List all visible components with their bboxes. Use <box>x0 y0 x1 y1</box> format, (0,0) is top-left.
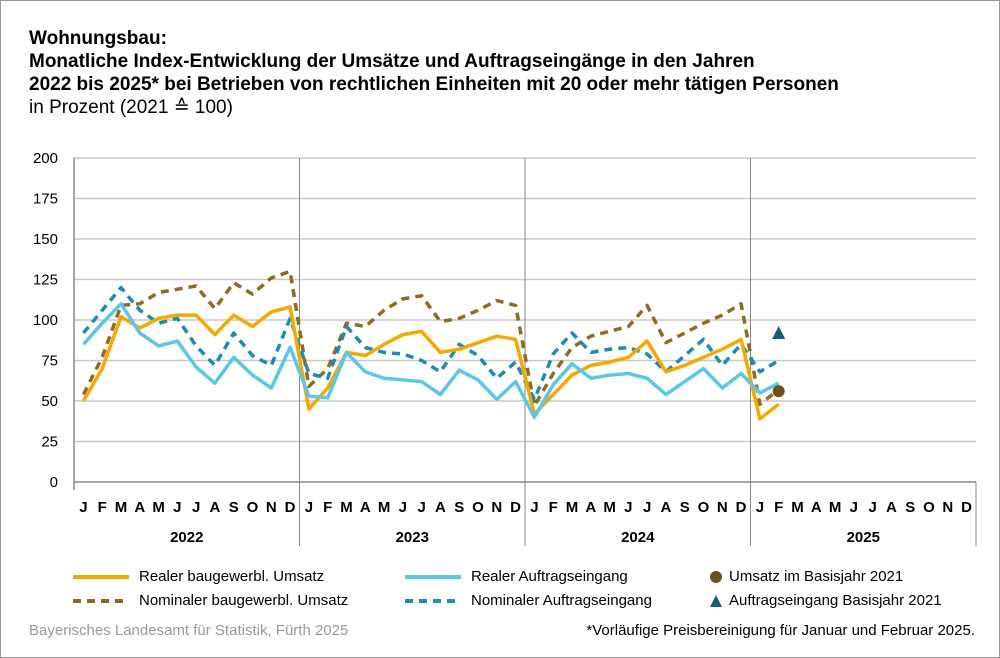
title-line: 2022 bis 2025* bei Betrieben von rechtli… <box>29 74 839 95</box>
x-tick-label: O <box>247 499 259 516</box>
x-tick-label: O <box>472 499 484 516</box>
year-label: 2024 <box>621 529 655 546</box>
legend-item: Auftragseingang Basisjahr 2021 <box>709 592 942 609</box>
x-tick-label: D <box>736 499 747 516</box>
series-line-nominaler-baugewerbl-umsatz <box>81 269 780 408</box>
series-line-nominaler-auftragseingang <box>82 285 780 402</box>
y-tick-label: 0 <box>50 474 58 491</box>
chart-title: Wohnungsbau: Monatliche Index-Entwicklun… <box>29 27 839 119</box>
subtitle: in Prozent (2021 ≙ 100) <box>29 97 233 118</box>
x-tick-label: A <box>435 499 446 516</box>
legend-item: Realer Auftragseingang <box>405 568 628 585</box>
x-tick-label: J <box>192 499 200 516</box>
x-tick-label: S <box>229 499 239 516</box>
marker-auftragseingang-basisjahr <box>772 325 786 339</box>
x-tick-label: A <box>585 499 596 516</box>
x-tick-label: S <box>680 499 690 516</box>
title-line: Monatliche Index-Entwicklung der Umsätze… <box>29 51 755 72</box>
legend-item: Nominaler Auftragseingang <box>405 592 652 609</box>
x-tick-label: A <box>886 499 897 516</box>
legend-label: Nominaler Auftragseingang <box>471 592 652 609</box>
x-tick-label: J <box>756 499 764 516</box>
x-tick-label: M <box>566 499 579 516</box>
x-tick-label: N <box>942 499 953 516</box>
x-tick-label: M <box>115 499 128 516</box>
legend-label: Realer baugewerbl. Umsatz <box>139 568 325 585</box>
y-tick-label: 200 <box>33 150 58 167</box>
series-line-realer-baugewerbl-umsatz <box>81 305 780 421</box>
y-tick-label: 175 <box>33 191 58 208</box>
y-tick-label: 125 <box>33 272 58 289</box>
legend-label: Realer Auftragseingang <box>471 568 628 585</box>
x-tick-label: M <box>603 499 616 516</box>
source-note: Bayerisches Landesamt für Statistik, Für… <box>29 622 349 639</box>
x-tick-label: M <box>791 499 804 516</box>
x-tick-label: O <box>698 499 710 516</box>
marker-umsatz-basisjahr <box>772 385 785 398</box>
series-line-realer-auftragseingang <box>82 302 780 419</box>
y-tick-label: 150 <box>33 231 58 248</box>
legend-item: Nominaler baugewerbl. Umsatz <box>73 592 348 609</box>
x-tick-label: M <box>340 499 353 516</box>
legend-item: Umsatz im Basisjahr 2021 <box>709 568 903 585</box>
legend-label: Nominaler baugewerbl. Umsatz <box>139 592 349 609</box>
x-tick-label: J <box>417 499 425 516</box>
year-label: 2025 <box>847 529 880 546</box>
x-tick-label: A <box>360 499 371 516</box>
x-tick-label: J <box>643 499 651 516</box>
x-tick-label: M <box>378 499 391 516</box>
legend-label: Auftragseingang Basisjahr 2021 <box>729 592 942 609</box>
x-tick-label: J <box>173 499 181 516</box>
x-tick-label: J <box>868 499 876 516</box>
x-tick-label: N <box>266 499 277 516</box>
x-tick-label: S <box>454 499 464 516</box>
title-line: Wohnungsbau: <box>29 28 167 49</box>
x-tick-label: J <box>305 499 313 516</box>
x-tick-label: A <box>210 499 221 516</box>
y-tick-label: 50 <box>41 393 58 410</box>
y-tick-label: 100 <box>33 312 58 329</box>
year-label: 2022 <box>170 529 203 546</box>
x-tick-label: J <box>850 499 858 516</box>
legend-label: Umsatz im Basisjahr 2021 <box>729 568 904 585</box>
x-tick-label: N <box>717 499 728 516</box>
x-tick-label: A <box>661 499 672 516</box>
footnote: *Vorläufige Preisbereinigung für Januar … <box>586 622 975 639</box>
x-tick-label: D <box>285 499 296 516</box>
x-tick-label: D <box>510 499 521 516</box>
x-tick-label: D <box>961 499 972 516</box>
x-tick-label: A <box>134 499 145 516</box>
x-tick-label: A <box>811 499 822 516</box>
x-tick-label: M <box>152 499 165 516</box>
y-tick-label: 25 <box>41 434 58 451</box>
x-tick-label: S <box>905 499 915 516</box>
x-tick-label: F <box>774 499 783 516</box>
legend-item: Realer baugewerbl. Umsatz <box>73 568 324 585</box>
x-tick-label: F <box>549 499 558 516</box>
year-label: 2023 <box>396 529 429 546</box>
x-tick-label: F <box>98 499 107 516</box>
x-tick-label: J <box>530 499 538 516</box>
x-tick-label: J <box>399 499 407 516</box>
x-tick-label: N <box>491 499 502 516</box>
x-tick-label: F <box>323 499 332 516</box>
x-tick-label: O <box>923 499 935 516</box>
x-tick-label: J <box>624 499 632 516</box>
y-tick-label: 75 <box>41 353 58 370</box>
x-tick-label: M <box>829 499 842 516</box>
x-tick-label: J <box>79 499 87 516</box>
